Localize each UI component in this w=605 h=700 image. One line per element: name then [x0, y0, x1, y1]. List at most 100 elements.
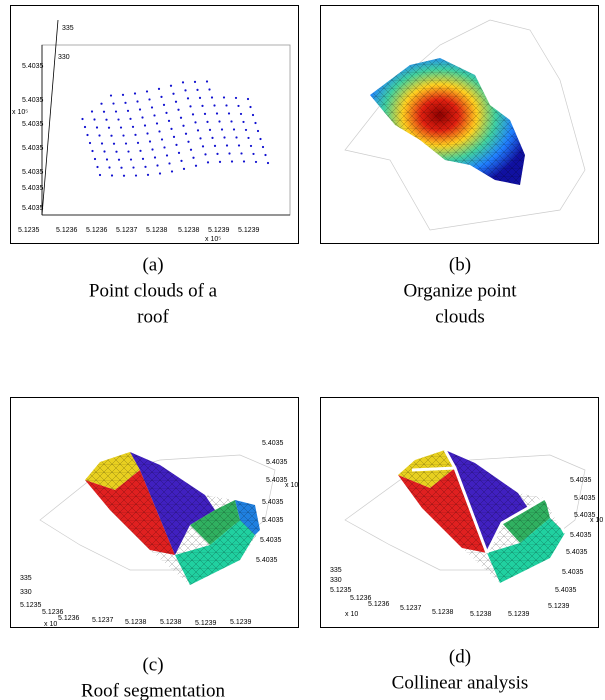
point [228, 152, 231, 155]
tick-label: x 10 [44, 621, 57, 628]
point [133, 92, 137, 95]
caption-line: clouds [435, 306, 485, 327]
point [115, 150, 118, 153]
point [234, 96, 238, 100]
point [179, 116, 183, 119]
point [136, 141, 140, 144]
point [114, 110, 118, 113]
point [148, 98, 151, 101]
point [177, 108, 180, 111]
point [239, 112, 243, 116]
point [177, 151, 181, 154]
point [240, 152, 243, 155]
tick-label: x 10 [345, 611, 358, 618]
tick-label: 335 [20, 575, 32, 582]
caption-line: Roof segmentation [81, 680, 226, 700]
tick-label: 5.4035 [22, 205, 44, 212]
panel-label: (a) [142, 254, 163, 275]
tick-label: 5.1239 [230, 619, 252, 626]
point [126, 109, 130, 112]
point [168, 162, 171, 165]
point [110, 134, 113, 137]
tick-label: 5.1239 [238, 227, 260, 234]
point [220, 128, 224, 131]
tick-label: 5.1239 [508, 611, 530, 618]
point [121, 93, 125, 96]
tick-label: 5.1238 [470, 611, 492, 618]
point [141, 116, 144, 119]
point [237, 104, 240, 108]
point [261, 145, 265, 149]
point [266, 161, 270, 165]
point [96, 165, 99, 169]
point [242, 160, 246, 163]
point [206, 161, 210, 164]
tick-label: 5.4035 [256, 557, 278, 564]
point [107, 126, 111, 129]
tick-label: 5.1237 [400, 605, 422, 612]
point [215, 112, 219, 115]
point [252, 152, 255, 156]
tick-label: 5.4035 [570, 477, 592, 484]
point [205, 80, 209, 83]
point [134, 133, 137, 136]
point [222, 96, 226, 99]
tick-label: 5.4035 [22, 185, 44, 192]
point [127, 150, 130, 153]
point [119, 126, 123, 129]
point [194, 164, 198, 167]
caption-line: Point clouds of a [89, 280, 218, 301]
point [198, 96, 202, 99]
point [122, 134, 125, 137]
point [172, 92, 175, 95]
point [88, 141, 92, 145]
point [210, 96, 214, 99]
point [90, 110, 94, 113]
point [230, 160, 234, 163]
point [218, 160, 222, 163]
point [235, 136, 238, 139]
tick-label: 5.1236 [368, 601, 390, 608]
point [242, 120, 245, 124]
point [157, 87, 161, 90]
point [103, 150, 106, 153]
point [223, 136, 226, 139]
point [120, 166, 123, 169]
tick-label: 5.1235 [330, 587, 352, 594]
point [182, 124, 185, 127]
point [247, 136, 250, 140]
point [170, 127, 173, 130]
tick-label: 335 [330, 567, 342, 574]
point [132, 166, 135, 169]
heat-surface [344, 19, 586, 231]
tick-label: 5.4035 [574, 495, 596, 502]
tick-label: 5.1236 [350, 595, 372, 602]
point [124, 101, 127, 104]
tick-label: 5.4035 [262, 440, 284, 447]
point [100, 102, 103, 105]
point [151, 148, 154, 151]
point [160, 138, 164, 141]
tick-label: 330 [20, 589, 32, 596]
point [237, 144, 241, 147]
point [117, 158, 121, 161]
point [216, 152, 219, 155]
panel-label: (c) [142, 654, 163, 675]
collinear-roof [344, 449, 586, 583]
labels: (a) Point clouds of a roof 335 330 5.4035 5.40… [12, 25, 603, 700]
caption-line: Collinear analysis [392, 672, 529, 693]
point [93, 118, 96, 121]
point [170, 170, 174, 173]
point [251, 113, 255, 117]
point [249, 144, 253, 148]
point [201, 104, 204, 107]
tick-label: 5.1235 [18, 227, 40, 234]
point [100, 142, 104, 145]
point [162, 103, 166, 106]
tick-label: 5.4035 [22, 97, 44, 104]
caption-line: roof [137, 306, 169, 327]
point [246, 97, 250, 101]
point [112, 142, 116, 145]
